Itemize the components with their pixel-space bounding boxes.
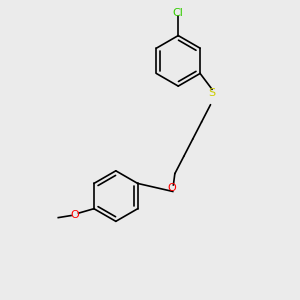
Text: S: S bbox=[208, 88, 216, 98]
Text: O: O bbox=[167, 184, 176, 194]
Text: O: O bbox=[70, 210, 79, 220]
Text: Cl: Cl bbox=[173, 8, 184, 18]
